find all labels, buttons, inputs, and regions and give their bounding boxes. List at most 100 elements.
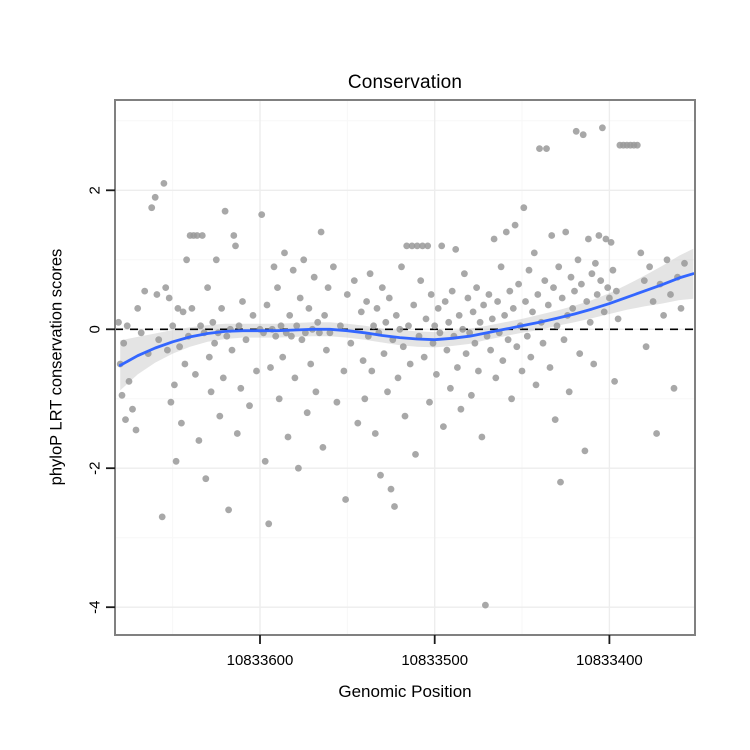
scatter-point — [438, 242, 446, 250]
scatter-point — [571, 287, 578, 295]
scatter-point — [595, 232, 603, 239]
scatter-point — [590, 360, 598, 368]
scatter-point — [134, 305, 142, 312]
scatter-point — [660, 312, 667, 319]
scatter-point — [181, 360, 189, 368]
scatter-point — [295, 464, 302, 472]
scatter-point — [497, 263, 505, 271]
scatter-point — [162, 284, 170, 291]
scatter-point — [394, 374, 402, 382]
scatter-point — [490, 235, 498, 243]
scatter-point — [267, 364, 274, 371]
scatter-point — [607, 239, 615, 246]
scatter-point — [265, 520, 273, 528]
scatter-point — [663, 256, 671, 264]
scatter-point — [461, 270, 468, 278]
scatter-point — [488, 315, 496, 323]
scatter-point — [485, 291, 493, 298]
scatter-point — [611, 378, 618, 385]
scatter-point — [523, 332, 531, 340]
scatter-point — [263, 301, 271, 309]
scatter-point — [221, 207, 229, 215]
scatter-point — [307, 360, 315, 368]
scatter-point — [513, 343, 521, 351]
scatter-point — [403, 242, 411, 250]
scatter-point — [330, 263, 337, 271]
scatter-point — [455, 312, 463, 319]
scatter-point — [179, 308, 187, 316]
scatter-point — [413, 242, 421, 250]
scatter-point — [382, 318, 390, 326]
scatter-point — [452, 246, 460, 253]
scatter-point — [363, 298, 370, 305]
scatter-point — [509, 305, 517, 312]
scatter-point — [176, 343, 184, 351]
scatter-point — [195, 437, 203, 444]
scatter-point — [392, 312, 400, 319]
scatter-point — [165, 294, 173, 302]
scatter-point — [480, 301, 487, 309]
scatter-point — [118, 391, 126, 399]
scatter-point — [606, 294, 613, 302]
scatter-point — [642, 343, 650, 351]
x-tick-label: 10833600 — [227, 652, 294, 669]
scatter-point — [270, 263, 278, 271]
scatter-point — [380, 350, 388, 357]
scatter-point — [223, 332, 231, 340]
scatter-point — [253, 367, 260, 375]
scatter-point — [555, 263, 563, 271]
scatter-point — [204, 284, 212, 291]
scatter-point — [343, 291, 351, 298]
scatter-point — [646, 263, 653, 271]
scatter-point — [235, 322, 243, 330]
scatter-point — [578, 280, 585, 288]
scatter-point — [368, 367, 376, 375]
scatter-point — [640, 277, 648, 284]
scatter-point — [288, 332, 295, 340]
scatter-point — [158, 513, 166, 521]
scatter-point — [239, 298, 246, 305]
scatter-point — [569, 305, 577, 312]
scatter-point — [192, 371, 199, 378]
scatter-point — [436, 329, 444, 337]
scatter-point — [333, 398, 341, 406]
scatter-point — [511, 221, 519, 229]
scatter-point — [228, 346, 236, 354]
y-tick-label: 0 — [87, 325, 104, 333]
scatter-point — [153, 291, 161, 298]
scatter-point — [543, 145, 550, 153]
scatter-point — [482, 601, 489, 609]
scatter-point — [178, 419, 185, 427]
scatter-point — [550, 284, 557, 291]
scatter-point — [572, 127, 580, 135]
scatter-point — [155, 336, 163, 344]
scatter-point — [478, 433, 486, 441]
scatter-point — [324, 284, 332, 291]
scatter-point — [246, 402, 253, 410]
scatter-point — [347, 339, 355, 347]
scatter-point — [600, 308, 608, 316]
scatter-point — [459, 325, 467, 333]
scatter-point — [296, 294, 304, 302]
scatter-point — [211, 339, 219, 347]
scatter-point — [406, 360, 414, 368]
scatter-point — [218, 305, 226, 312]
y-tick-label: 2 — [87, 186, 104, 194]
scatter-point — [340, 367, 348, 375]
scatter-point — [448, 287, 456, 295]
scatter-point — [546, 364, 554, 371]
scatter-point — [216, 412, 224, 420]
scatter-point — [567, 273, 575, 281]
scatter-point — [377, 471, 384, 479]
scatter-point — [302, 329, 309, 337]
scatter-point — [274, 284, 281, 291]
confidence-ribbon — [120, 248, 694, 391]
scatter-point — [197, 322, 205, 330]
x-tick-label: 10833500 — [401, 652, 468, 669]
scatter-point — [209, 318, 217, 326]
scatter-point — [361, 395, 369, 403]
scatter-point — [541, 277, 549, 284]
scatter-point — [164, 346, 171, 354]
scatter-point — [233, 430, 241, 437]
scatter-point — [120, 339, 128, 347]
